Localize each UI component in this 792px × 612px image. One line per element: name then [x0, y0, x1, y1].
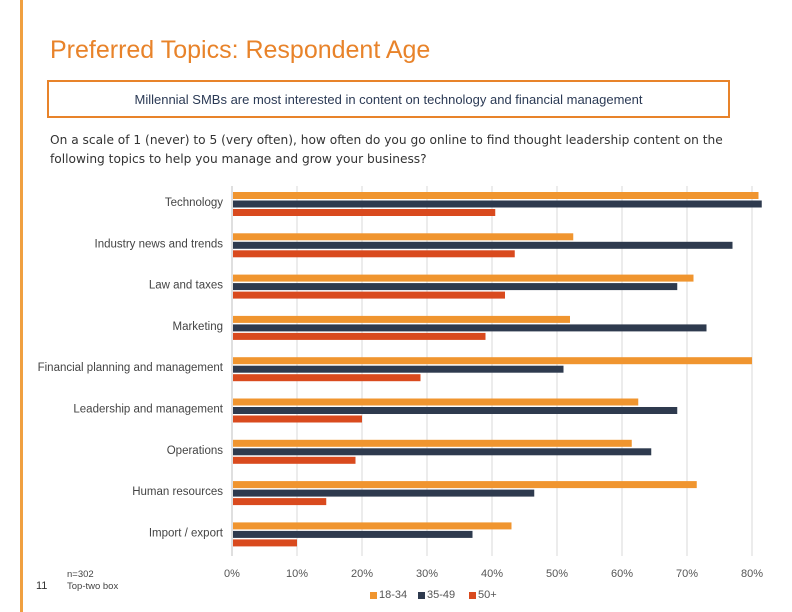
- x-tick-label-1: 10%: [286, 568, 308, 580]
- category-label-industry-news-and-trends: Industry news and trends: [95, 238, 224, 250]
- bar-law-and-taxes-50: [233, 291, 505, 299]
- bar-import-export-50: [233, 539, 297, 547]
- legend-item-50: 50+: [469, 589, 497, 601]
- bar-technology-50: [233, 209, 496, 216]
- bar-human-resources-50: [233, 498, 327, 506]
- bar-leadership-and-management-50: [233, 415, 362, 423]
- legend-label-50: 50+: [478, 589, 497, 601]
- bar-industry-news-and-trends-50: [233, 250, 515, 258]
- x-tick-label-0: 0%: [224, 568, 240, 580]
- bar-technology-35-49: [233, 200, 762, 208]
- bar-financial-planning-and-management-50: [233, 374, 421, 382]
- x-tick-label-3: 30%: [416, 568, 438, 580]
- category-label-operations: Operations: [167, 445, 224, 457]
- legend-label-35-49: 35-49: [427, 589, 456, 601]
- category-label-import-export: Import / export: [149, 527, 224, 539]
- x-tick-label-4: 40%: [481, 568, 503, 580]
- bar-financial-planning-and-management-18-34: [233, 357, 752, 365]
- footnote: n=302 Top-two box: [67, 569, 118, 593]
- category-label-technology: Technology: [165, 197, 223, 209]
- bar-leadership-and-management-18-34: [233, 398, 639, 406]
- page-title: Preferred Topics: Respondent Age: [50, 36, 431, 64]
- category-label-marketing: Marketing: [173, 321, 224, 333]
- x-tick-label-5: 50%: [546, 568, 568, 580]
- bar-industry-news-and-trends-35-49: [233, 241, 733, 249]
- legend-label-18-34: 18-34: [379, 589, 408, 601]
- bar-marketing-18-34: [233, 315, 570, 323]
- legend-item-18-34: 18-34: [370, 589, 407, 601]
- bar-operations-35-49: [233, 448, 652, 456]
- x-tick-label-6: 60%: [611, 568, 633, 580]
- callout-box: Millennial SMBs are most interested in c…: [47, 80, 730, 118]
- bar-technology-18-34: [233, 192, 759, 199]
- sample-size: n=302: [67, 569, 94, 580]
- top-two-box-note: Top-two box: [67, 581, 119, 592]
- bar-import-export-18-34: [233, 522, 512, 530]
- bar-marketing-35-49: [233, 324, 707, 332]
- category-label-financial-planning-and-management: Financial planning and management: [38, 362, 224, 374]
- legend-swatch-35-49: [418, 591, 425, 599]
- category-label-leadership-and-management: Leadership and management: [73, 404, 223, 416]
- category-label-human-resources: Human resources: [132, 486, 223, 498]
- bar-law-and-taxes-35-49: [233, 283, 678, 291]
- bar-operations-50: [233, 456, 356, 464]
- legend-swatch-18-34: [370, 591, 377, 599]
- bar-leadership-and-management-35-49: [233, 407, 678, 414]
- x-tick-label-7: 70%: [676, 568, 698, 580]
- bar-operations-18-34: [233, 439, 632, 447]
- category-label-law-and-taxes: Law and taxes: [149, 280, 223, 292]
- x-tick-label-2: 20%: [351, 568, 373, 580]
- survey-question: On a scale of 1 (never) to 5 (very often…: [50, 133, 723, 166]
- bar-law-and-taxes-18-34: [233, 274, 694, 282]
- page-number: 11: [36, 580, 48, 592]
- callout-text: Millennial SMBs are most interested in c…: [134, 91, 643, 107]
- left-accent-rule: [20, 0, 23, 612]
- bar-financial-planning-and-management-35-49: [233, 365, 564, 373]
- bar-human-resources-35-49: [233, 489, 535, 497]
- bar-marketing-50: [233, 332, 486, 340]
- bar-industry-news-and-trends-18-34: [233, 233, 574, 241]
- x-tick-label-8: 80%: [741, 568, 763, 580]
- legend-item-35-49: 35-49: [418, 589, 455, 601]
- bar-import-export-35-49: [233, 530, 473, 538]
- bar-human-resources-18-34: [233, 481, 697, 489]
- chart-legend: 18-34 35-49 50+: [0, 589, 792, 605]
- legend-swatch-50: [469, 591, 476, 599]
